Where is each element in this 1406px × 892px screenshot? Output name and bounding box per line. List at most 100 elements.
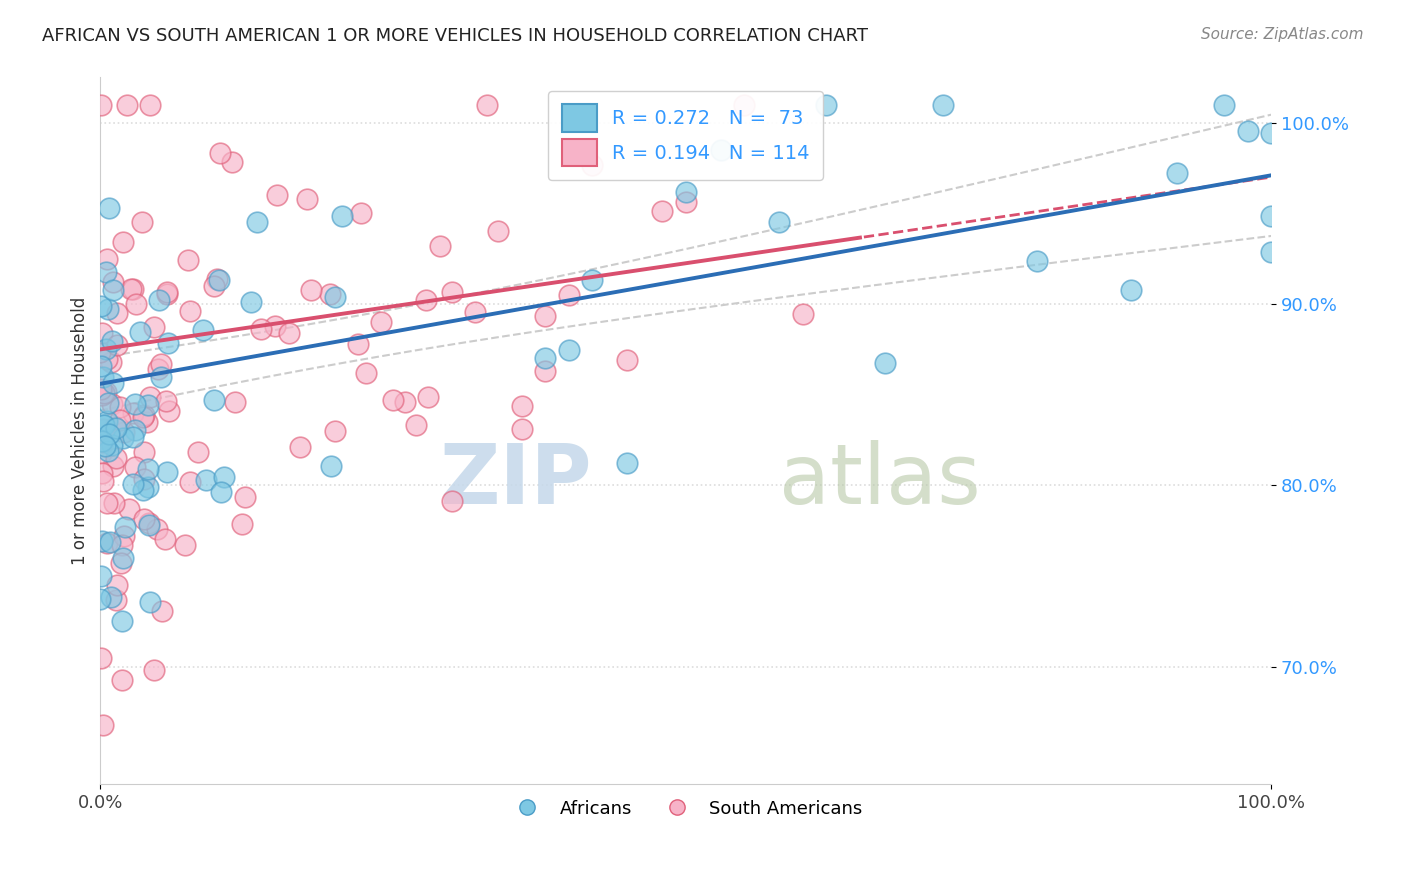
Point (97, 302, 120, 317)
Point (675, 194, 697, 209)
Point (97, 444, 120, 458)
Point (98, 535, 121, 549)
Point (129, 325, 152, 339)
Point (110, 673, 132, 687)
Point (323, 290, 346, 304)
Point (138, 516, 160, 530)
Point (152, 604, 174, 618)
Point (429, 239, 451, 253)
Point (534, 351, 557, 366)
Point (205, 272, 228, 286)
Point (148, 293, 170, 307)
Point (90, 388, 112, 402)
Point (202, 278, 225, 293)
Point (195, 473, 218, 487)
Point (124, 460, 146, 475)
Point (146, 523, 169, 537)
Point (418, 390, 440, 404)
Point (136, 398, 159, 412)
Point (93, 439, 115, 453)
Point (208, 273, 231, 287)
Point (132, 483, 155, 498)
Point (330, 209, 353, 223)
Text: AFRICAN VS SOUTH AMERICAN 1 OR MORE VEHICLES IN HOUSEHOLD CORRELATION CHART: AFRICAN VS SOUTH AMERICAN 1 OR MORE VEHI… (42, 27, 868, 45)
Point (347, 336, 370, 351)
Point (114, 520, 136, 534)
Point (733, 97, 755, 112)
Point (249, 322, 271, 336)
Point (581, 273, 603, 287)
Point (1260, 244, 1282, 259)
Point (91, 422, 114, 436)
Point (1119, 283, 1142, 297)
Point (1213, 97, 1236, 112)
Point (557, 343, 579, 358)
Point (110, 401, 132, 415)
Point (510, 400, 533, 414)
Point (1260, 126, 1282, 140)
Point (90, 326, 112, 340)
Point (112, 550, 135, 565)
Point (354, 366, 377, 380)
Point (101, 459, 124, 474)
Point (323, 425, 346, 439)
Text: ZIP: ZIP (440, 440, 592, 521)
Point (510, 421, 533, 435)
Point (111, 538, 134, 552)
Point (104, 421, 127, 435)
Point (96, 414, 118, 428)
Point (90, 650, 112, 665)
Point (815, 97, 838, 112)
Point (370, 315, 392, 329)
Point (440, 285, 463, 300)
Point (136, 415, 159, 429)
Point (295, 192, 318, 206)
Point (104, 593, 127, 607)
Point (94, 385, 117, 400)
Point (534, 310, 557, 324)
Point (132, 444, 155, 458)
Point (143, 663, 166, 677)
Point (464, 305, 486, 319)
Point (616, 353, 638, 368)
Point (134, 512, 156, 526)
Point (208, 146, 231, 161)
Point (299, 284, 322, 298)
Point (191, 323, 214, 337)
Point (121, 407, 143, 421)
Point (616, 456, 638, 470)
Point (132, 410, 155, 425)
Point (187, 444, 209, 458)
Point (122, 477, 145, 491)
Point (105, 338, 128, 352)
Y-axis label: 1 or more Vehicles in Household: 1 or more Vehicles in Household (72, 297, 89, 565)
Point (90, 97, 112, 112)
Point (104, 420, 127, 434)
Point (440, 493, 463, 508)
Point (90, 382, 112, 396)
Point (156, 465, 179, 479)
Point (93, 417, 115, 432)
Point (100, 590, 122, 604)
Point (136, 462, 159, 476)
Point (290, 440, 312, 454)
Legend: Africans, South Americans: Africans, South Americans (502, 792, 870, 825)
Point (96, 342, 118, 356)
Point (382, 392, 405, 407)
Point (111, 431, 134, 445)
Point (675, 185, 697, 199)
Point (121, 282, 143, 296)
Point (1026, 253, 1049, 268)
Point (179, 304, 201, 318)
Point (103, 496, 125, 510)
Point (245, 215, 267, 229)
Point (475, 97, 498, 112)
Point (318, 287, 340, 301)
Point (768, 215, 790, 229)
Point (139, 594, 162, 608)
Point (96, 252, 118, 266)
Point (96, 265, 118, 279)
Point (557, 287, 579, 301)
Point (97, 396, 120, 410)
Point (124, 423, 146, 437)
